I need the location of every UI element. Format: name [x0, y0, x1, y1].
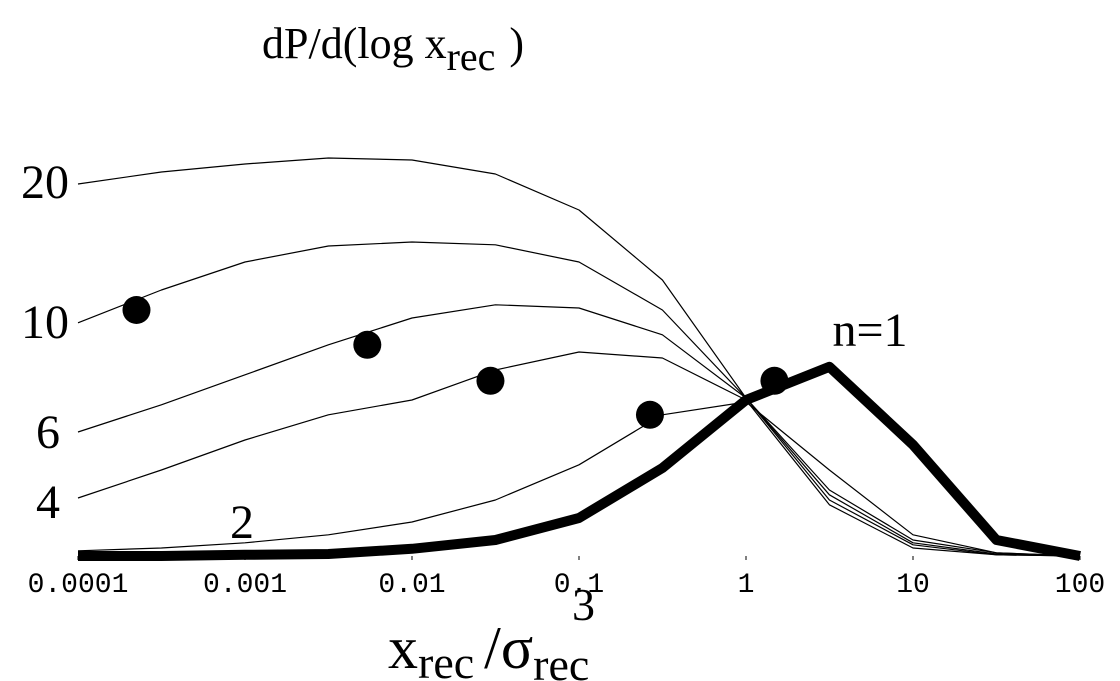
- x-tick-label: 10: [896, 570, 930, 601]
- x-tick-label: 1: [738, 570, 755, 601]
- x-axis-label: xrec/σrec3: [388, 579, 595, 681]
- marker-dot: [760, 366, 789, 395]
- series-line: [77, 304, 1081, 557]
- xlabel-sup: 3: [572, 579, 595, 630]
- series-label: 10: [21, 296, 69, 349]
- title-sub: rec: [447, 34, 496, 79]
- series-line: [78, 361, 1081, 561]
- marker-dot: [635, 400, 664, 429]
- title-end: ): [509, 19, 524, 68]
- series-line: [77, 241, 1081, 557]
- marker-dot: [476, 366, 505, 395]
- x-tick-label: 0.001: [203, 570, 287, 601]
- xlabel-sigma: /σ: [484, 615, 533, 681]
- x-tick-label: 100: [1055, 570, 1105, 601]
- marker-dot: [353, 330, 382, 359]
- marker-dot: [122, 296, 151, 324]
- xlabel-main: x: [388, 615, 418, 681]
- series-label: 6: [36, 406, 60, 459]
- x-tick-label: 0.0001: [28, 570, 129, 601]
- x-tick-label: 0.1: [554, 570, 604, 601]
- series-line: [77, 351, 1081, 557]
- series-line: [77, 401, 1081, 557]
- xlabel-sigma-sub: rec: [533, 639, 589, 681]
- series-label: 4: [36, 476, 60, 529]
- xlabel-sub: rec: [418, 637, 474, 681]
- series-label: n=1: [832, 304, 907, 357]
- series-line: [77, 157, 1081, 557]
- title-main: dP/d(log x: [262, 19, 447, 68]
- chart-title: dP/d(log xrec): [262, 19, 524, 79]
- series-label: 20: [21, 156, 69, 209]
- x-tick-label: 0.01: [378, 570, 445, 601]
- series-label: 2: [230, 496, 254, 549]
